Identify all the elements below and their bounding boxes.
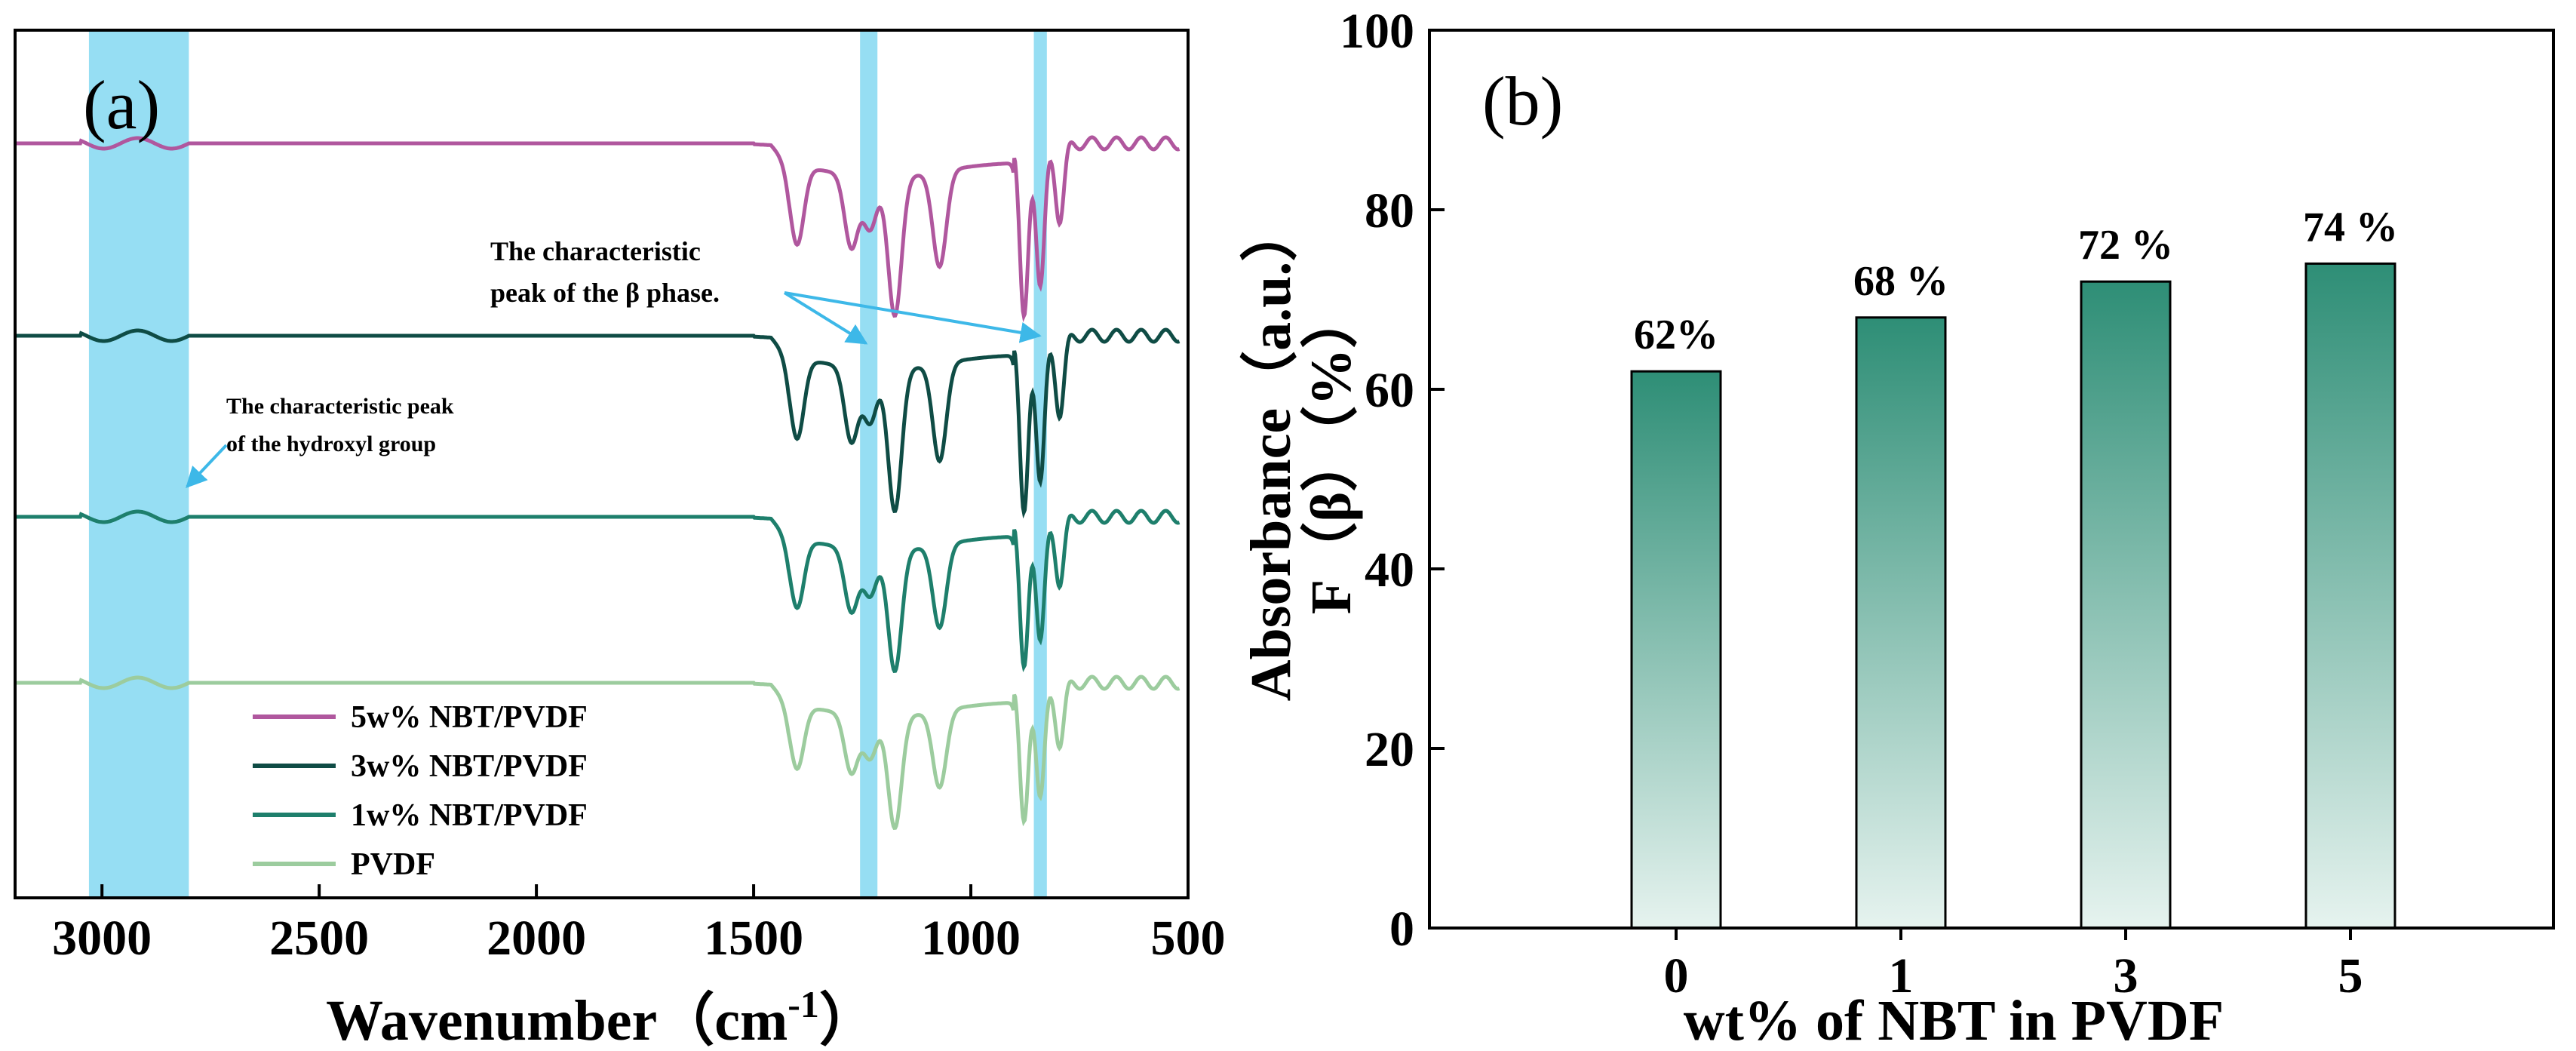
bar-panel: 62% 68 % 72 % 74 % 0 20 40 60 80 100 0 1 3 5 (b) wt…: [1300, 4, 2555, 1051]
x-category-label: 3: [2114, 948, 2138, 1003]
spectrum-line-1: [15, 327, 1181, 519]
bar-value-label: 72 %: [2078, 222, 2173, 269]
x-axis-ticks-b: 0 1 3 5: [1664, 928, 2363, 1003]
bar-1: [1855, 316, 1947, 930]
bar-3: [2080, 280, 2172, 930]
x-tick-label: 500: [1151, 911, 1226, 966]
legend-entry: 1w% NBT/PVDF: [351, 798, 588, 833]
spectrum-line-2: [15, 509, 1181, 674]
y-tick-label: 40: [1365, 542, 1414, 598]
y-tick-label: 60: [1365, 363, 1414, 418]
x-category-label: 1: [1889, 948, 1914, 1003]
y-axis-title-b: F（β）（%）: [1300, 291, 1363, 614]
y-tick-label: 100: [1340, 4, 1414, 59]
spectra-panel: 3000 2500 2000 1500 1000 500 (a) The characte…: [14, 29, 1303, 1051]
x-tick-label: 2000: [487, 911, 586, 966]
y-axis-ticks: 0 20 40 60 80 100: [1340, 4, 1445, 957]
x-tick-label: 3000: [52, 911, 152, 966]
legend-entry: PVDF: [351, 847, 435, 882]
bar-0: [1630, 370, 1722, 930]
beta-annotation-line1: The characteristic: [490, 236, 701, 266]
x-tick-label: 1000: [921, 911, 1021, 966]
bar-value-labels: 62% 68 % 72 % 74 %: [1634, 204, 2398, 358]
y-tick-label: 80: [1365, 183, 1414, 238]
spectrum-line-3: [15, 675, 1181, 831]
hydroxyl-annotation-line2: of the hydroxyl group: [226, 432, 436, 456]
bars: [1630, 262, 2396, 930]
x-category-label: 5: [2338, 948, 2363, 1003]
x-axis-ticks: 3000 2500 2000 1500 1000 500: [52, 884, 1226, 966]
legend: 5w% NBT/PVDF 3w% NBT/PVDF 1w% NBT/PVDF PVDF: [253, 700, 588, 882]
hydroxyl-arrow: [186, 444, 228, 489]
y-tick-label: 0: [1389, 902, 1414, 957]
x-axis-title-a: Wavenumber（cm-1）: [326, 983, 877, 1051]
panel-a-frame: [14, 29, 1190, 899]
x-tick-label: 2500: [269, 911, 369, 966]
spectra-series: [15, 135, 1181, 831]
beta-arrow-2: [784, 291, 1042, 343]
x-tick-label: 1500: [704, 911, 803, 966]
highlight-band-0: [88, 30, 189, 898]
x-category-label: 0: [1664, 948, 1689, 1003]
panel-a-label: (a): [83, 66, 160, 143]
panel-b-label: (b): [1482, 63, 1563, 140]
bar-5: [2304, 262, 2396, 930]
beta-annotation-line2: peak of the β phase.: [490, 278, 720, 308]
spectrum-line-0: [15, 135, 1181, 323]
bar-value-label: 62%: [1634, 312, 1718, 358]
beta-arrow-1: [783, 291, 868, 345]
bar-value-label: 68 %: [1853, 258, 1948, 305]
legend-entry: 3w% NBT/PVDF: [351, 749, 588, 784]
x-axis-title-b: wt% of NBT in PVDF: [1684, 989, 2224, 1051]
panel-b-frame: [1428, 29, 2555, 930]
highlight-band-1: [860, 30, 878, 898]
bar-value-label: 74 %: [2303, 204, 2398, 250]
legend-entry: 5w% NBT/PVDF: [351, 700, 588, 735]
y-tick-label: 20: [1365, 722, 1414, 777]
y-axis-title-a: Absorbance（a.u.）: [1239, 204, 1303, 702]
hydroxyl-annotation-line1: The characteristic peak: [226, 394, 454, 419]
